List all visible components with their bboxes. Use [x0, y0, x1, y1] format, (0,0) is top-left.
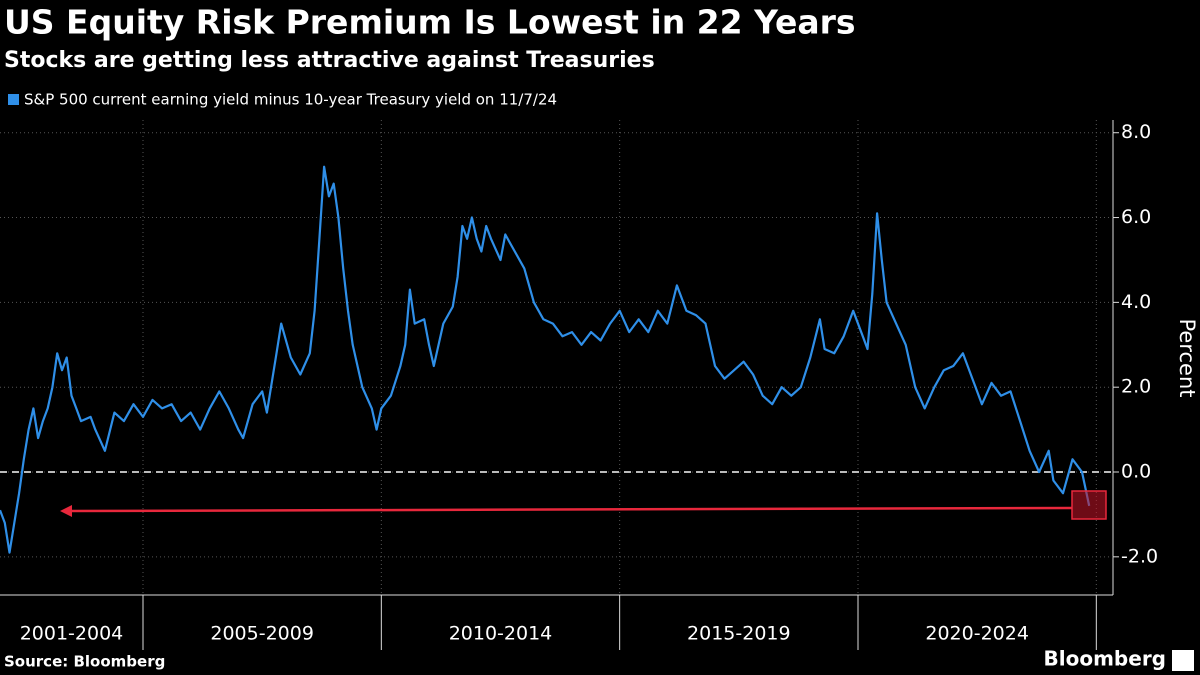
x-group-label: 2020-2024: [925, 623, 1029, 645]
y-axis-label: Percent: [1175, 318, 1199, 397]
brand: Bloomberg: [1044, 647, 1166, 671]
y-tick-label: 6.0: [1121, 206, 1151, 228]
x-group-label: 2001-2004: [20, 623, 124, 645]
x-group-label: 2015-2019: [687, 623, 791, 645]
chart-title: US Equity Risk Premium Is Lowest in 22 Y…: [4, 3, 856, 42]
plot: 8.0 6.0 4.0 2.0 0.0 -2.0 2001-2004 2005-2009 201…: [0, 120, 1158, 650]
legend-swatch: [8, 94, 19, 105]
source: Source: Bloomberg: [4, 653, 165, 671]
y-tick-label: 2.0: [1121, 376, 1151, 398]
x-group-label: 2010-2014: [449, 623, 553, 645]
arrow-head: [60, 505, 72, 517]
x-group-label: 2005-2009: [210, 623, 314, 645]
y-tick-label: 0.0: [1121, 461, 1151, 483]
y-tick-label: 4.0: [1121, 291, 1151, 313]
data-line: [0, 165, 1091, 554]
chart-subtitle: Stocks are getting less attractive again…: [4, 48, 655, 73]
annotation: [60, 490, 1107, 520]
brand-icon: [1172, 650, 1194, 671]
highlight-box: [1071, 490, 1107, 520]
legend-label: S&P 500 current earning yield minus 10-y…: [24, 91, 557, 109]
y-tick-label: -2.0: [1121, 545, 1158, 567]
y-tick-label: 8.0: [1121, 121, 1151, 143]
arrow-line: [67, 506, 1073, 513]
